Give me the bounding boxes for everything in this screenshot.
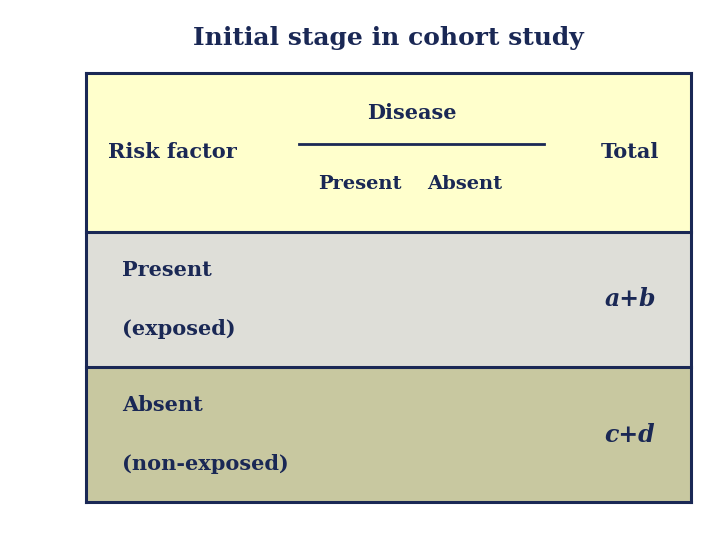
Text: Total: Total <box>600 143 660 163</box>
Text: Present: Present <box>318 174 402 193</box>
Bar <box>86 73 691 232</box>
Bar <box>86 367 691 502</box>
Text: Present: Present <box>122 260 212 280</box>
Text: Initial stage in cohort study: Initial stage in cohort study <box>194 26 584 50</box>
Text: c+d: c+d <box>605 423 655 447</box>
Text: (exposed): (exposed) <box>122 319 236 339</box>
Bar <box>86 232 691 367</box>
Text: a+b: a+b <box>604 287 656 312</box>
Text: Absent: Absent <box>427 174 502 193</box>
Text: Risk factor: Risk factor <box>108 143 237 163</box>
Text: (non-exposed): (non-exposed) <box>122 454 289 474</box>
Text: Absent: Absent <box>122 395 203 415</box>
Text: Disease: Disease <box>367 104 457 124</box>
